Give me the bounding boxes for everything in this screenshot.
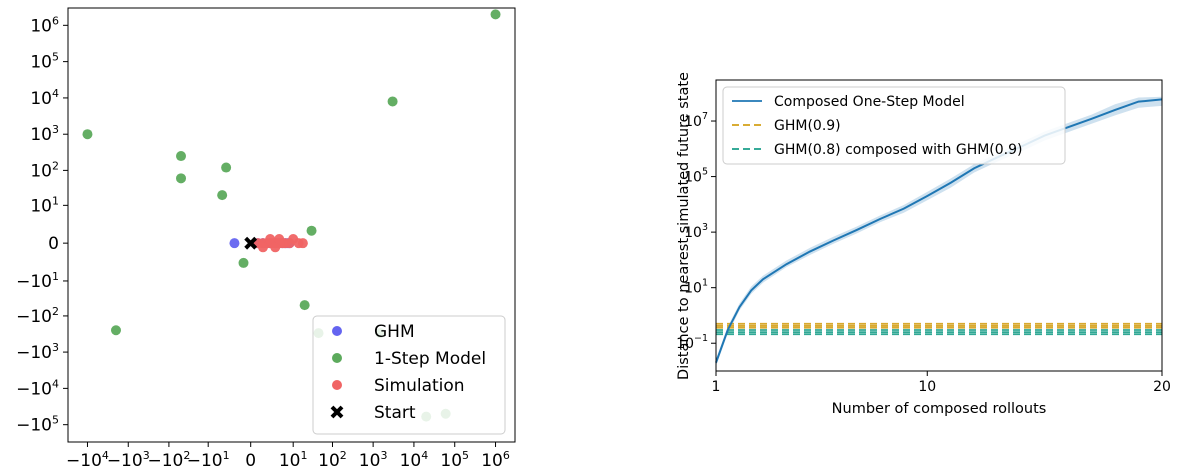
start-marker [244,236,258,250]
1-step-model-point [82,129,93,140]
scatter-x-tick-label: 0 [245,451,256,471]
scatter-plot-frame [67,7,516,443]
scatter-x-tick-label: −104 [66,449,109,471]
scatter-x-tick-label: 102 [318,449,347,471]
line-x-ticks: 1 10 20 [712,371,1171,395]
line-plot-frame [715,79,1163,372]
scatter-y-tick-label: 103 [30,123,59,145]
scatter-legend-box [312,315,506,435]
scatter-y-tick-label: 101 [30,194,59,216]
scatter-legend-marker [332,326,342,336]
scatter-y-tick-label: −105 [16,414,59,436]
line-y-tick-label: 107 [684,111,708,130]
line-x-tick-label: 1 [712,379,721,395]
scatter-legend-label: 1-Step Model [374,349,486,369]
1-step-model-point [110,325,121,336]
scatter-legend-marker [330,405,344,419]
line-x-tick-label: 10 [918,379,936,395]
scatter-legend: GHM 1-Step Model Simulation Start [312,315,506,435]
line-y-tick-label: 103 [684,222,708,241]
scatter-y-tick-label: 106 [30,14,59,36]
scatter-y-tick-label: −103 [16,341,59,363]
scatter-x-tick-label: 105 [440,449,469,471]
line-x-tick-label: 20 [1153,379,1171,395]
scatter-y-ticks: 106 105 104 103 102 101 0 −101 −102 −103 −104 −105 [16,14,68,436]
scatter-legend-marker [332,353,342,363]
1-step-model-point [176,151,187,162]
line-y-tick-label: 105 [684,167,708,186]
1-step-model-point [306,225,317,236]
scatter-y-tick-label: 0 [48,234,59,254]
line-legend-label: Composed One-Step Model [774,94,965,110]
line-y-axis-label: Distance to nearest simulated future sta… [676,72,692,380]
line-y-tick-label: 101 [684,278,708,297]
scatter-y-tick-label: −101 [16,270,59,292]
scatter-x-tick-label: 106 [481,449,510,471]
scatter-x-tick-label: −102 [147,449,190,471]
line-y-tick-label: 10−1 [676,333,708,352]
scatter-x-tick-label: 103 [359,449,388,471]
simulation-point [297,238,308,249]
line-legend-label: GHM(0.8) composed with GHM(0.9) [774,142,1023,158]
composed-one-step-model-line [715,98,1163,363]
scatter-y-tick-label: 102 [30,159,59,181]
1-step-model-point [387,96,398,107]
line-y-ticks: 10−1 101 103 105 107 [676,111,716,352]
scatter-x-tick-label: −103 [107,449,150,471]
line-legend: Composed One-Step Model GHM(0.9) GHM(0.8) … [722,86,1066,165]
line-x-axis-label: Number of composed rollouts [832,401,1047,417]
1-step-model-point [176,173,187,184]
1-step-model-point [217,190,228,201]
ghm-point [229,238,240,249]
simulation-point [274,234,285,245]
line-legend-box [722,86,1066,165]
scatter-x-tick-label: −101 [187,449,230,471]
simulation-point [270,242,281,253]
1-step-model-point [299,300,310,311]
scatter-y-tick-label: −102 [16,305,59,327]
scatter-x-ticks: −104−103−102−101 0 101 102 103 104 105 106 [66,442,510,471]
scatter-x-tick-label: 104 [400,449,429,471]
line-legend-label: GHM(0.9) [774,118,841,134]
scatter-y-tick-label: −104 [16,377,59,399]
1-step-model-point [221,162,232,173]
scatter-legend-label: Start [374,403,416,423]
simulation-point [265,234,276,245]
scatter-legend-label: Simulation [374,376,465,396]
1-step-model-point [238,257,249,268]
scatter-y-tick-label: 104 [30,87,59,109]
scatter-legend-label: GHM [374,322,415,342]
simulation-point [257,242,268,253]
1-step-model-point [490,9,501,20]
scatter-panel: −104−103−102−101 0 101 102 103 104 105 106 1061… [16,7,516,471]
scatter-y-tick-label: 105 [30,51,59,73]
scatter-legend-marker [332,380,342,390]
scatter-x-tick-label: 101 [279,449,308,471]
line-series [715,98,1163,363]
line-panel: 1 10 20 10−1 101 103 105 107 Number of compose… [676,72,1171,417]
